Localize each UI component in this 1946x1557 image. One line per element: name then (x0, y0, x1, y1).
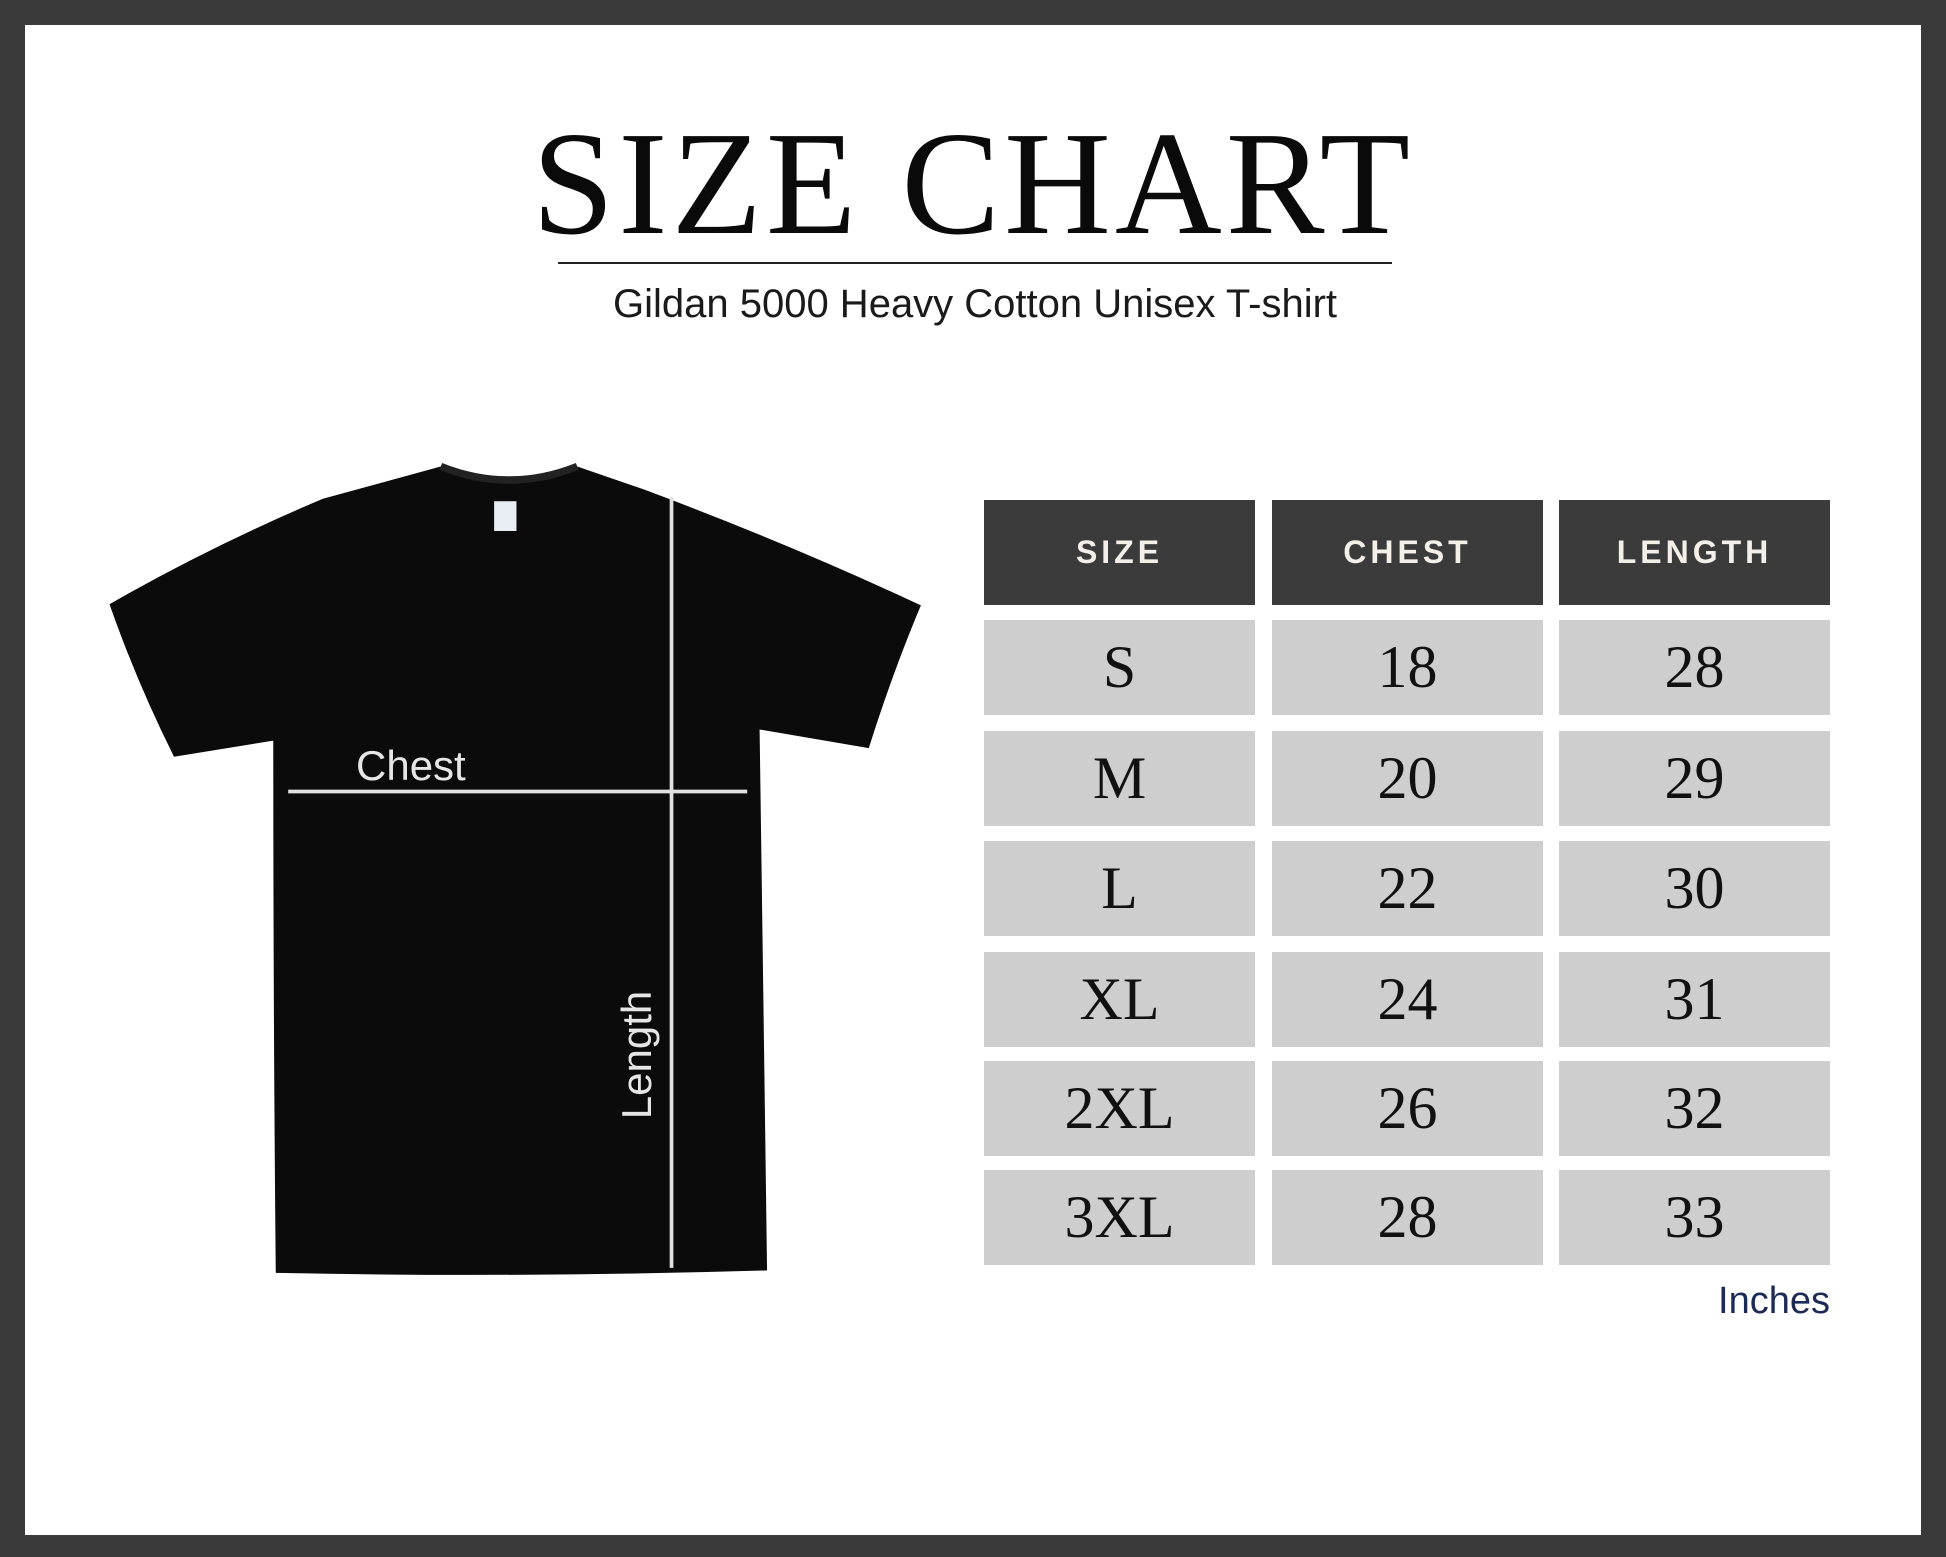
tshirt-tag (494, 501, 517, 531)
table-cell-chest: 28 (1272, 1170, 1543, 1265)
table-cell-chest: 20 (1272, 731, 1543, 826)
title-divider (558, 262, 1392, 264)
header-size: SIZE (984, 500, 1255, 605)
header-chest: CHEST (1272, 500, 1543, 605)
table-cell-size: 2XL (984, 1061, 1255, 1156)
length-label: Length (613, 990, 660, 1120)
table-cell-length: 31 (1559, 952, 1830, 1047)
table-cell-chest: 26 (1272, 1061, 1543, 1156)
header-length: LENGTH (1559, 500, 1830, 605)
table-cell-length: 29 (1559, 731, 1830, 826)
page-title: SIZE CHART (531, 102, 1415, 266)
table-cell-length: 33 (1559, 1170, 1830, 1265)
table-cell-length: 32 (1559, 1061, 1830, 1156)
table-cell-length: 30 (1559, 841, 1830, 936)
tshirt-shape (109, 466, 921, 1275)
subtitle: Gildan 5000 Heavy Cotton Unisex T-shirt (612, 282, 1338, 326)
table-cell-chest: 22 (1272, 841, 1543, 936)
table-cell-chest: 18 (1272, 620, 1543, 715)
table-cell-chest: 24 (1272, 952, 1543, 1047)
table-cell-size: S (984, 620, 1255, 715)
chest-label: Chest (356, 742, 466, 789)
table-cell-length: 28 (1559, 620, 1830, 715)
tshirt-collar (439, 463, 579, 484)
table-cell-size: XL (984, 952, 1255, 1047)
table-cell-size: L (984, 841, 1255, 936)
table-cell-size: M (984, 731, 1255, 826)
table-cell-size: 3XL (984, 1170, 1255, 1265)
units-label: Inches (1718, 1280, 1830, 1322)
